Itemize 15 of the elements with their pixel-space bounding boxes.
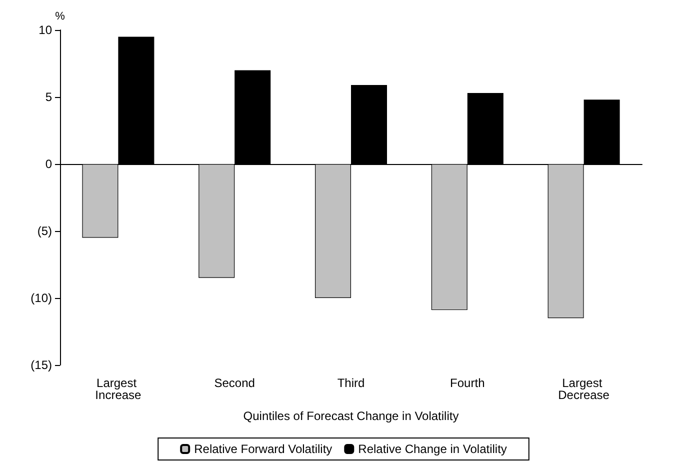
legend-label: Relative Forward Volatility bbox=[194, 442, 332, 456]
x-tick-label: Second bbox=[214, 376, 255, 390]
x-tick-label: Third bbox=[337, 376, 365, 390]
legend-label: Relative Change in Volatility bbox=[358, 442, 507, 456]
y-tick-label: 10 bbox=[38, 23, 52, 37]
x-tick-label: Largest Decrease bbox=[558, 376, 610, 402]
y-tick-label: (15) bbox=[30, 358, 52, 372]
y-tick-label: 5 bbox=[45, 90, 52, 104]
x-axis-title: Quintiles of Forecast Change in Volatility bbox=[243, 409, 459, 423]
y-tick-label: (5) bbox=[37, 224, 52, 238]
x-tick-label: Largest Increase bbox=[95, 376, 142, 402]
y-tick-label: 0 bbox=[45, 157, 52, 171]
x-tick-label: Fourth bbox=[450, 376, 485, 390]
y-axis-title: % bbox=[55, 10, 66, 22]
y-tick-label: (10) bbox=[30, 291, 52, 305]
